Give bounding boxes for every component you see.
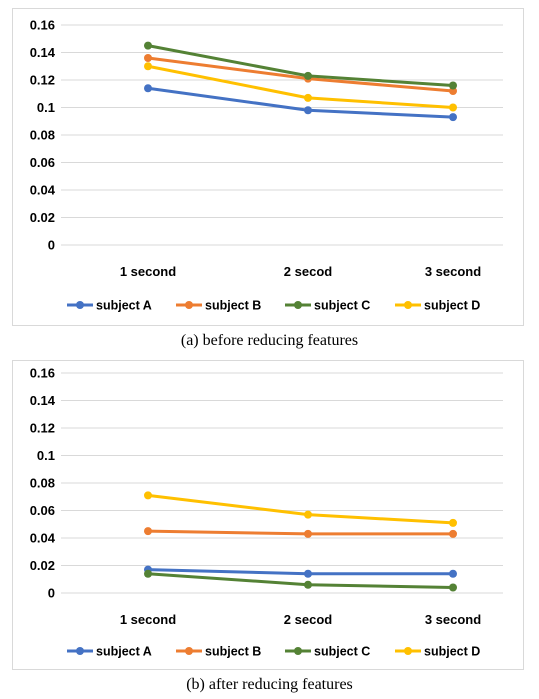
data-point-a-2-1 <box>304 71 312 80</box>
data-point-a-2-2 <box>449 81 457 90</box>
legend-marker-a-3 <box>404 301 412 309</box>
legend-marker-b-2 <box>294 647 302 655</box>
legend-marker-a-1 <box>185 301 193 309</box>
chart-panel-a: 0 0.02 0.04 0.06 0.08 0.1 0.12 0.14 0.16 1 second… <box>12 8 524 326</box>
series-line-b-3 <box>146 493 455 525</box>
data-point-b-3-1 <box>304 510 312 519</box>
y-tick-label-a-8: 0.16 <box>30 18 55 33</box>
data-point-a-2-0 <box>144 41 152 50</box>
y-tick-label-a-4: 0.08 <box>30 128 55 143</box>
line-chart-a: 0 0.02 0.04 0.06 0.08 0.1 0.12 0.14 0.16 1 second… <box>30 18 503 313</box>
series-line-b-1 <box>146 529 455 536</box>
legend-label-b-0: subject A <box>96 645 152 659</box>
legend-label-a-3: subject D <box>424 299 480 313</box>
x-tick-label-b-2: 3 second <box>425 612 481 627</box>
y-tick-label-a-5: 0.1 <box>37 100 55 115</box>
legend-marker-b-1 <box>185 647 193 655</box>
x-tick-label-a-0: 1 second <box>120 264 176 279</box>
y-tick-label-b-4: 0.08 <box>30 476 55 491</box>
y-tick-label-b-8: 0.16 <box>30 366 55 381</box>
y-tick-label-b-7: 0.14 <box>30 393 56 408</box>
legend-marker-a-2 <box>294 301 302 309</box>
data-point-a-3-1 <box>304 93 312 102</box>
y-tick-label-b-0: 0 <box>48 586 55 601</box>
series-line-b-2 <box>146 572 455 589</box>
y-tick-label-b-6: 0.12 <box>30 421 55 436</box>
data-point-a-0-2 <box>449 113 457 122</box>
y-tick-label-b-5: 0.1 <box>37 448 55 463</box>
series-line-a-0 <box>146 86 455 119</box>
x-tick-label-b-0: 1 second <box>120 612 176 627</box>
x-tick-label-b-1: 2 secod <box>284 612 332 627</box>
data-point-b-1-2 <box>449 529 457 538</box>
y-tick-label-a-6: 0.12 <box>30 73 55 88</box>
data-point-b-2-1 <box>304 580 312 589</box>
legend-label-b-3: subject D <box>424 645 480 659</box>
data-point-a-0-0 <box>144 84 152 93</box>
caption-b: (b) after reducing features <box>186 676 353 693</box>
series-line-b-0 <box>146 568 455 576</box>
data-point-b-0-1 <box>304 569 312 578</box>
data-point-a-0-1 <box>304 106 312 115</box>
data-point-a-3-2 <box>449 103 457 112</box>
data-point-b-3-0 <box>144 491 152 500</box>
legend-marker-b-0 <box>76 647 84 655</box>
y-tick-label-b-1: 0.02 <box>30 558 55 573</box>
data-point-b-0-2 <box>449 569 457 578</box>
legend-label-a-2: subject C <box>314 299 370 313</box>
y-tick-label-b-3: 0.06 <box>30 503 55 518</box>
y-tick-label-a-0: 0 <box>48 238 55 253</box>
legend-label-a-1: subject B <box>205 299 261 313</box>
y-tick-label-b-2: 0.04 <box>30 531 56 546</box>
x-tick-label-a-1: 2 secod <box>284 264 332 279</box>
line-chart-b: 0 0.02 0.04 0.06 0.08 0.1 0.12 0.14 0.16 1 second… <box>30 366 503 659</box>
data-point-b-3-2 <box>449 518 457 527</box>
data-point-b-2-2 <box>449 583 457 592</box>
legend-label-a-0: subject A <box>96 299 152 313</box>
data-point-b-1-0 <box>144 527 152 536</box>
data-point-a-3-0 <box>144 62 152 71</box>
y-tick-label-a-1: 0.02 <box>30 210 55 225</box>
legend-marker-b-3 <box>404 647 412 655</box>
data-point-b-2-0 <box>144 569 152 578</box>
legend-label-b-2: subject C <box>314 645 370 659</box>
data-point-a-1-0 <box>144 54 152 62</box>
y-tick-label-a-3: 0.06 <box>30 155 55 170</box>
data-point-b-1-1 <box>304 529 312 538</box>
y-tick-label-a-7: 0.14 <box>30 45 56 60</box>
x-tick-label-a-2: 3 second <box>425 264 481 279</box>
caption-a: (a) before reducing features <box>180 332 359 349</box>
chart-panel-b: 0 0.02 0.04 0.06 0.08 0.1 0.12 0.14 0.16 1 second… <box>12 360 524 670</box>
y-tick-label-a-2: 0.04 <box>30 183 56 198</box>
data-point-a-1-2 <box>449 87 457 95</box>
legend-label-b-1: subject B <box>205 645 261 659</box>
legend-marker-a-0 <box>76 301 84 309</box>
